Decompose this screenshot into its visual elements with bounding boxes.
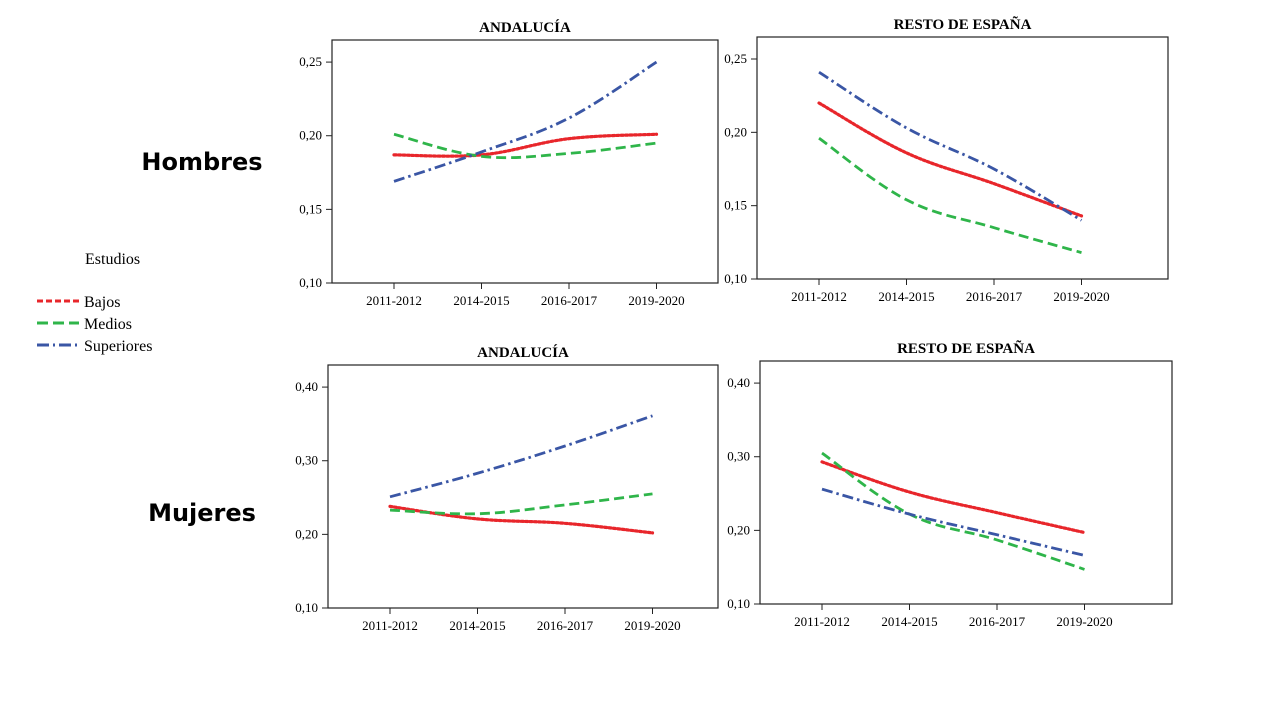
series-line-bajos	[392, 132, 659, 158]
x-tick-label: 2019-2020	[1056, 614, 1112, 629]
x-tick-label: 2019-2020	[628, 293, 684, 308]
x-tick-label: 2016-2017	[969, 614, 1026, 629]
plot-frame	[327, 364, 719, 609]
chart-panel-andalucia-hombres: ANDALUCÍA 0,10 0,15 0,20 0,25 2011-2012 2014-2…	[299, 19, 719, 308]
plot-frame	[756, 36, 1169, 280]
series-line-superiores	[821, 487, 1085, 557]
legend-title: Estudios	[85, 251, 140, 268]
y-tick-label: 0,10	[295, 600, 318, 615]
x-tick-label: 2014-2015	[453, 293, 509, 308]
x-tick-label: 2014-2015	[878, 289, 934, 304]
series-line-medios	[818, 137, 1082, 254]
series-line-bajos	[817, 101, 1084, 218]
row-label-hombres: Hombres	[141, 148, 262, 176]
chart-title: RESTO DE ESPAÑA	[897, 339, 1035, 357]
y-tick-label: 0,10	[299, 275, 322, 290]
y-tick-label: 0,40	[727, 375, 750, 390]
x-tick-label: 2011-2012	[366, 293, 422, 308]
row-label-mujeres: Mujeres	[148, 499, 256, 527]
y-tick-label: 0,10	[727, 596, 750, 611]
x-tick-label: 2011-2012	[791, 289, 847, 304]
y-tick-label: 0,20	[299, 128, 322, 143]
chart-title: ANDALUCÍA	[479, 19, 571, 36]
series-line-superiores	[818, 71, 1083, 222]
y-tick-label: 0,40	[295, 379, 318, 394]
series-line-medios	[389, 492, 653, 516]
chart-panel-resto-espana-mujeres: RESTO DE ESPAÑA 0,10 0,20 0,30 0,40 2011-2012…	[727, 339, 1173, 629]
x-tick-label: 2014-2015	[881, 614, 937, 629]
x-tick-label: 2019-2020	[1053, 289, 1109, 304]
y-tick-label: 0,20	[724, 124, 747, 139]
legend-label-medios: Medios	[84, 316, 132, 333]
chart-panel-resto-espana-hombres: RESTO DE ESPAÑA 0,10 0,15 0,20 0,25 2011-2012…	[724, 15, 1169, 304]
x-tick-label: 2011-2012	[794, 614, 850, 629]
y-tick-label: 0,15	[724, 198, 747, 213]
legend-label-superiores: Superiores	[84, 338, 152, 355]
y-tick-label: 0,10	[724, 271, 747, 286]
y-tick-label: 0,25	[724, 51, 747, 66]
y-tick-label: 0,30	[727, 449, 750, 464]
series-line-medios	[821, 451, 1085, 571]
plot-frame	[331, 39, 719, 284]
x-tick-label: 2019-2020	[624, 618, 680, 633]
y-tick-label: 0,30	[295, 453, 318, 468]
y-tick-label: 0,20	[295, 526, 318, 541]
series-line-bajos	[820, 460, 1087, 535]
x-tick-label: 2014-2015	[449, 618, 505, 633]
legend-label-bajos: Bajos	[84, 294, 120, 311]
series-line-medios	[393, 132, 657, 160]
chart-title: ANDALUCÍA	[477, 344, 569, 361]
chart-title: RESTO DE ESPAÑA	[894, 15, 1032, 33]
x-tick-label: 2016-2017	[541, 293, 598, 308]
series-line-bajos	[388, 504, 655, 535]
series-line-superiores	[389, 414, 653, 499]
plot-frame	[759, 360, 1173, 605]
legend: Estudios Bajos Medios Superiores	[37, 251, 152, 355]
series-line-superiores	[393, 60, 658, 183]
y-tick-label: 0,15	[299, 201, 322, 216]
x-tick-label: 2011-2012	[362, 618, 418, 633]
y-tick-label: 0,25	[299, 54, 322, 69]
x-tick-label: 2016-2017	[966, 289, 1023, 304]
y-tick-label: 0,20	[727, 522, 750, 537]
chart-panel-andalucia-mujeres: ANDALUCÍA 0,10 0,20 0,30 0,40 2011-2012 2014-2…	[295, 344, 719, 633]
x-tick-label: 2016-2017	[537, 618, 594, 633]
